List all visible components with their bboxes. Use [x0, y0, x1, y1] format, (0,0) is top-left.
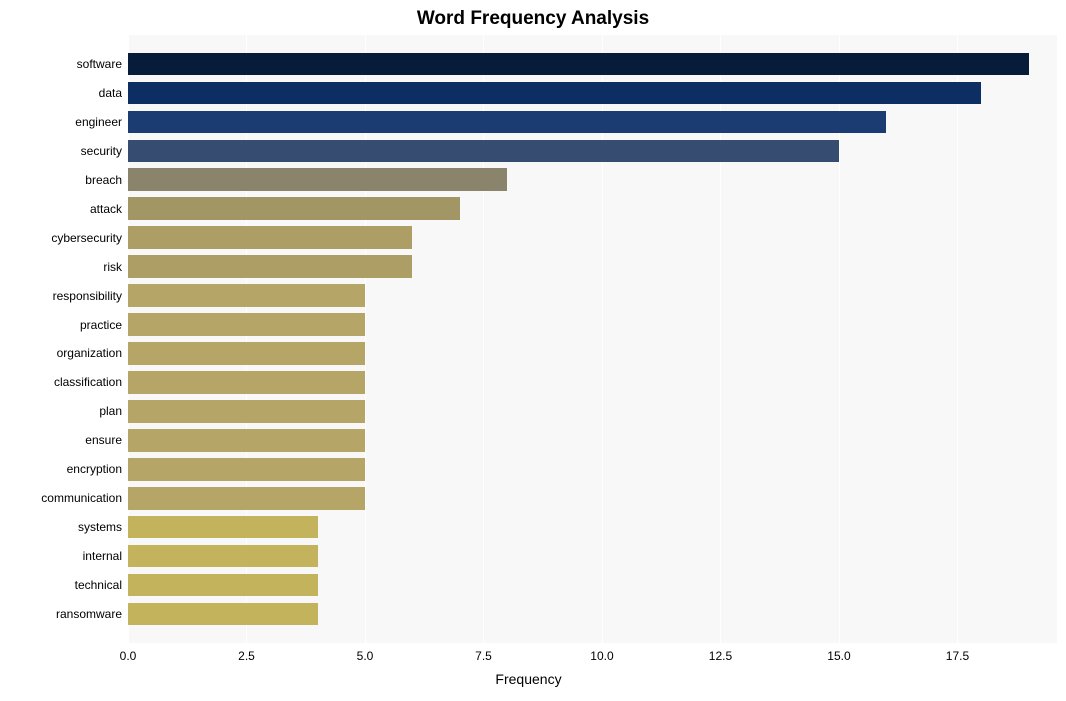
category-label: software — [77, 57, 122, 71]
bar — [128, 140, 839, 163]
category-label: attack — [90, 202, 122, 216]
category-label: communication — [41, 491, 122, 505]
category-label: security — [81, 144, 122, 158]
bar — [128, 168, 507, 191]
bar — [128, 574, 318, 597]
category-label: engineer — [75, 115, 122, 129]
x-tick-label: 0.0 — [120, 649, 137, 663]
bar — [128, 313, 365, 336]
bar — [128, 429, 365, 452]
bar — [128, 197, 460, 220]
category-label: ensure — [85, 433, 122, 447]
x-tick-label: 12.5 — [709, 649, 732, 663]
x-tick-label: 17.5 — [946, 649, 969, 663]
chart-title: Word Frequency Analysis — [0, 8, 1066, 30]
x-tick-label: 2.5 — [238, 649, 255, 663]
category-label: cybersecurity — [51, 231, 122, 245]
bar — [128, 458, 365, 481]
category-label: systems — [78, 520, 122, 534]
chart-container: Word Frequency Analysis Frequency 0.0 2.5… — [0, 0, 1066, 701]
bar — [128, 226, 412, 249]
x-tick-label: 10.0 — [590, 649, 613, 663]
x-tick-label: 5.0 — [357, 649, 374, 663]
category-label: plan — [99, 404, 122, 418]
x-tick-label: 7.5 — [475, 649, 492, 663]
plot-area — [128, 35, 1057, 643]
bar — [128, 53, 1029, 76]
bar — [128, 371, 365, 394]
category-label: practice — [80, 318, 122, 332]
category-label: risk — [103, 260, 122, 274]
category-label: classification — [54, 375, 122, 389]
bar — [128, 255, 412, 278]
bar — [128, 82, 981, 105]
x-tick-label: 15.0 — [827, 649, 850, 663]
bar — [128, 545, 318, 568]
category-label: breach — [85, 173, 122, 187]
bar — [128, 400, 365, 423]
category-label: responsibility — [53, 289, 122, 303]
category-label: encryption — [67, 462, 122, 476]
category-label: internal — [83, 549, 122, 563]
bar — [128, 342, 365, 365]
bar — [128, 284, 365, 307]
x-axis-title: Frequency — [0, 671, 929, 687]
category-label: technical — [75, 578, 122, 592]
gridline — [957, 35, 958, 643]
category-label: data — [99, 86, 122, 100]
category-label: organization — [57, 346, 122, 360]
bar — [128, 516, 318, 539]
bar — [128, 487, 365, 510]
category-label: ransomware — [56, 607, 122, 621]
bar — [128, 111, 886, 134]
bar — [128, 603, 318, 626]
